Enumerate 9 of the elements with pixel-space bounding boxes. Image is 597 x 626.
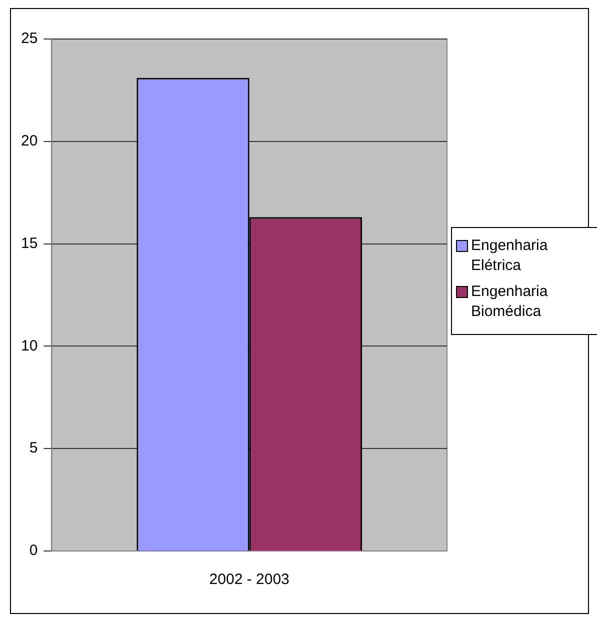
x-tick-label: 2002 - 2003 — [209, 571, 290, 588]
y-tick-label: 15 — [20, 234, 38, 252]
legend-label: Engenharia Elétrica — [471, 236, 549, 276]
y-tick-label: 5 — [29, 440, 38, 457]
y-tick-label: 10 — [20, 337, 38, 354]
y-tick-label: 0 — [29, 542, 38, 560]
y-tick-label: 25 — [20, 30, 38, 48]
y-tick-label: 20 — [20, 132, 38, 150]
legend-label: Engenharia Biomédica — [471, 282, 549, 322]
